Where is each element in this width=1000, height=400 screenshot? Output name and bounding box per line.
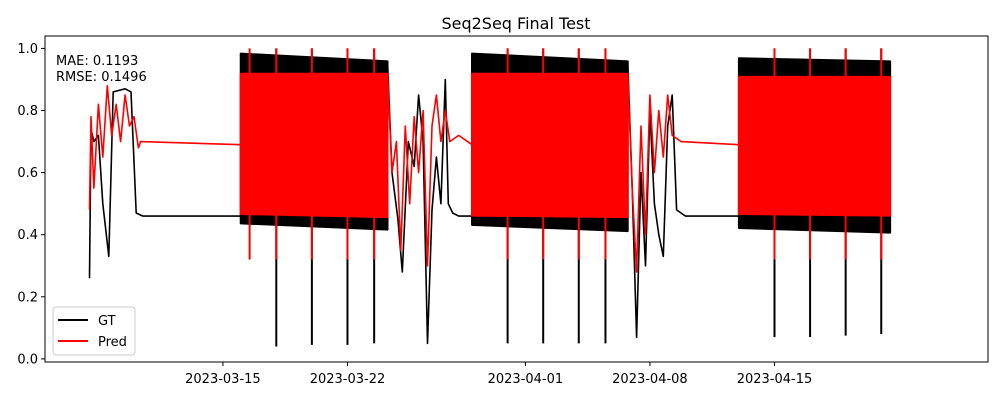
x-tick-label: 2023-03-22 xyxy=(310,372,386,387)
series-line xyxy=(88,88,241,279)
x-tick-label: 2023-04-01 xyxy=(488,372,564,387)
y-tick-label: 0.4 xyxy=(17,228,38,243)
legend-label-gt: GT xyxy=(98,314,116,329)
y-tick-label: 0.6 xyxy=(17,166,38,181)
series-line xyxy=(88,84,241,210)
legend: GT Pred xyxy=(52,306,136,356)
y-tick-label: 0.2 xyxy=(17,290,38,305)
oscillation-band xyxy=(240,72,389,219)
series-layer xyxy=(88,48,892,347)
axis-layer: 2023-03-15 2023-03-22 2023-04-01 2023-04-08… xyxy=(17,42,812,387)
series-line xyxy=(626,60,739,338)
legend-label-pred: Pred xyxy=(98,335,127,350)
oscillation-band xyxy=(738,75,891,217)
chart-title: Seq2Seq Final Test xyxy=(441,14,590,33)
y-tick-label: 1.0 xyxy=(17,42,38,57)
series-line xyxy=(386,73,473,267)
x-tick-label: 2023-04-08 xyxy=(612,372,688,387)
x-tick-label: 2023-03-15 xyxy=(185,372,261,387)
mae-annotation: MAE: 0.1193 xyxy=(56,54,138,69)
oscillation-band xyxy=(471,72,629,219)
y-tick-label: 0.0 xyxy=(17,352,38,367)
x-tick-label: 2023-04-15 xyxy=(737,372,813,387)
plot-frame xyxy=(44,35,989,363)
series-line xyxy=(626,73,739,273)
rmse-annotation: RMSE: 0.1496 xyxy=(56,70,147,85)
series-pred xyxy=(88,48,892,273)
series-line xyxy=(386,60,472,345)
y-tick-label: 0.8 xyxy=(17,104,38,119)
